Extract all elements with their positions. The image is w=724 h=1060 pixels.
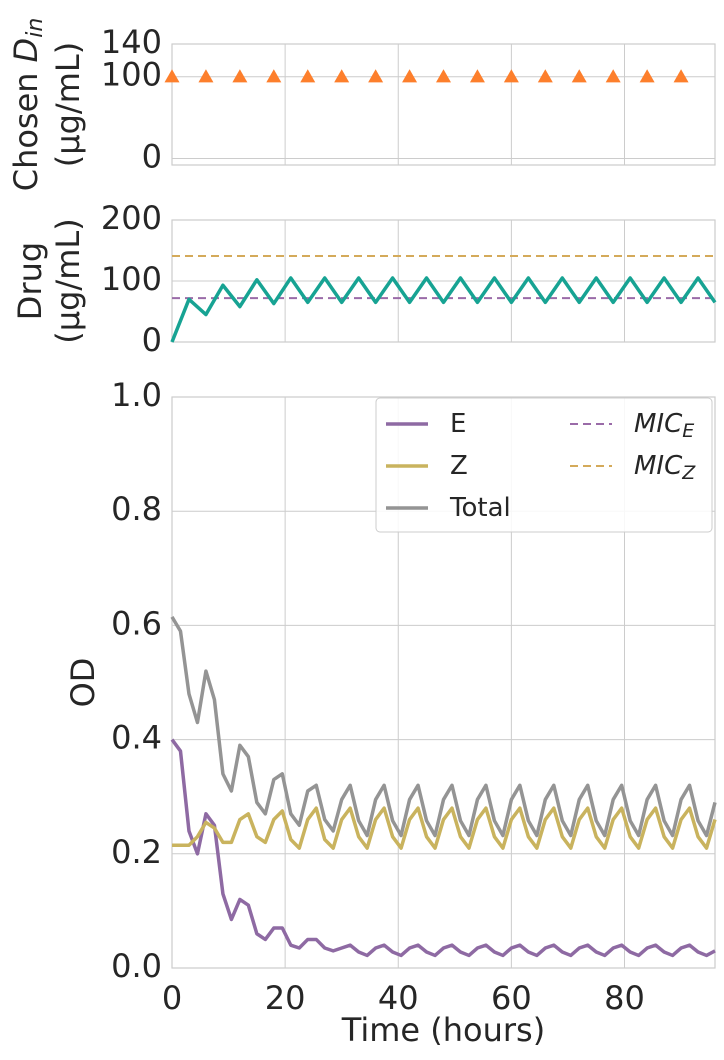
y-tick-label: 100: [101, 260, 162, 298]
marker: [198, 69, 214, 83]
y-axis-label: OD: [64, 658, 102, 708]
marker: [266, 69, 282, 83]
y-axis-label: (μg/mL): [49, 42, 87, 167]
series-line: [172, 806, 717, 850]
legend-label: Total: [449, 493, 511, 523]
legend-label: MICZ: [634, 451, 696, 484]
x-axis-label: Time (hours): [341, 1011, 545, 1049]
x-tick-label: 20: [265, 979, 306, 1017]
marker: [164, 69, 180, 83]
y-tick-label: 0.8: [111, 490, 162, 528]
x-tick-label: 40: [378, 979, 419, 1017]
legend-label-part: E: [682, 420, 694, 442]
y-axis-label-part: Drug: [11, 242, 49, 320]
legend-label-part: Z: [450, 451, 468, 481]
y-tick-label: 100: [101, 56, 162, 94]
plot-frame: [171, 219, 716, 343]
y-axis-label: Drug: [11, 242, 49, 320]
y-tick-label: 0: [142, 137, 162, 175]
y-axis-label: Chosen Din: [7, 18, 48, 192]
x-tick-label: 60: [491, 979, 532, 1017]
y-tick-label: 200: [101, 199, 162, 237]
x-tick-label: 80: [604, 979, 645, 1017]
y-axis-label: (μg/mL): [49, 218, 87, 343]
legend-label-part: MIC: [634, 451, 683, 481]
legend-label: E: [450, 409, 466, 439]
y-tick-label: 0: [142, 321, 162, 359]
marker: [334, 69, 350, 83]
marker: [605, 69, 621, 83]
legend-frame: [375, 397, 713, 533]
panel: 0 100 200 Drug (μg/mL): [11, 199, 717, 359]
panel: 0.0 0.2 0.4 0.6 0.8 1.0 0 20 40 60 80 OD Time (hours…: [64, 376, 717, 1049]
y-tick-label: 0.0: [111, 947, 162, 985]
series-line: [170, 738, 716, 958]
y-axis-label-part: D: [7, 38, 45, 63]
y-tick-label: 0.4: [111, 719, 162, 757]
plot-frame: [171, 43, 716, 166]
y-tick-label: 0.6: [111, 604, 162, 642]
legend-label: MICE: [634, 409, 694, 442]
x-tick-label: 0: [162, 979, 182, 1017]
marker: [402, 69, 418, 83]
marker: [469, 69, 485, 83]
marker: [368, 69, 384, 83]
plot-frame: [171, 396, 716, 969]
y-tick-label: 140: [101, 23, 162, 61]
marker: [673, 69, 689, 83]
marker: [436, 69, 451, 83]
legend-label: Z: [450, 451, 468, 481]
marker: [300, 69, 316, 83]
y-tick-label: 0.2: [111, 833, 162, 871]
marker: [639, 69, 655, 83]
legend-label-part: MIC: [634, 409, 683, 439]
marker: [232, 69, 248, 83]
marker: [537, 69, 553, 83]
legend-label-part: Z: [681, 462, 696, 484]
series-line: [170, 276, 717, 343]
y-tick-label: 1.0: [111, 376, 162, 414]
marker: [503, 69, 519, 83]
series-line: [170, 615, 717, 838]
legend-label-part: E: [450, 409, 466, 439]
y-axis-label-part: Chosen: [7, 72, 45, 191]
legend-label-part: Total: [449, 493, 511, 523]
marker: [571, 69, 587, 83]
y-axis-label-part: in: [23, 18, 48, 38]
